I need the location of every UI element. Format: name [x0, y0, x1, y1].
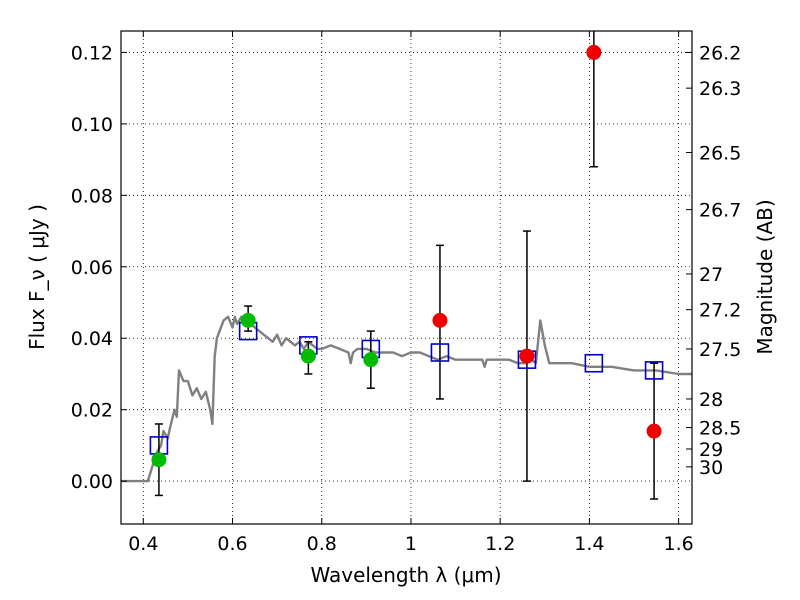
y2-tick-label: 29 [699, 439, 723, 461]
y2-tick-label: 28.5 [699, 418, 741, 440]
detected-point [363, 352, 379, 368]
y2-axis-title: Magnitude (AB) [753, 199, 777, 354]
detected-point [240, 312, 256, 328]
upper_limit-point [646, 423, 662, 439]
x-tick-label: 0.4 [128, 533, 158, 555]
y2-tick-label: 27.2 [699, 300, 741, 322]
y-tick-label: 0.08 [71, 185, 113, 207]
y2-tick-label: 27 [699, 264, 723, 286]
y-axis-title: Flux F_ν ( μJy ) [25, 204, 49, 350]
upper_limit-point [519, 348, 535, 364]
x-tick-label: 0.8 [307, 533, 337, 555]
model-photometry-point [644, 361, 664, 380]
x-tick-label: 1.2 [485, 533, 515, 555]
x-axis-title: Wavelength λ (μm) [310, 563, 501, 587]
detected-point [151, 452, 167, 468]
y-tick-label: 0.10 [71, 114, 113, 136]
x-tick-label: 1.4 [574, 533, 604, 555]
x-tick-label: 1.6 [664, 533, 694, 555]
model-photometry-point [584, 353, 604, 373]
tick-labels: 0.4 0.6 0.8 1 1.2 1.4 1.6 0.00 0.02 0.04 0.06 0.08 0… [71, 42, 742, 555]
axis-ticks [121, 31, 692, 524]
detected-point [300, 348, 316, 364]
x-tick-label: 0.6 [217, 533, 247, 555]
model-photometry-point [430, 343, 450, 362]
model-sed-layer [121, 315, 692, 483]
y2-tick-label: 28 [699, 389, 723, 411]
y2-tick-label: 26.3 [699, 78, 741, 100]
y-tick-label: 0.06 [71, 257, 113, 279]
y2-tick-label: 26.2 [699, 42, 741, 64]
y-tick-label: 0.12 [71, 42, 113, 64]
x-tick-label: 1 [405, 533, 417, 555]
y-tick-label: 0.00 [71, 471, 113, 493]
plot-frame [120, 30, 693, 525]
model-sed-line [121, 315, 692, 483]
y-tick-label: 0.02 [71, 400, 113, 422]
y2-tick-label: 26.7 [699, 200, 741, 222]
y-tick-label: 0.04 [71, 328, 113, 350]
data-points-layer [149, 31, 664, 500]
y2-tick-label: 27.5 [699, 339, 741, 361]
y2-tick-label: 26.5 [699, 142, 741, 164]
upper_limit-point [432, 312, 448, 328]
y2-tick-label: 30 [699, 457, 723, 479]
upper_limit-point [586, 44, 602, 60]
